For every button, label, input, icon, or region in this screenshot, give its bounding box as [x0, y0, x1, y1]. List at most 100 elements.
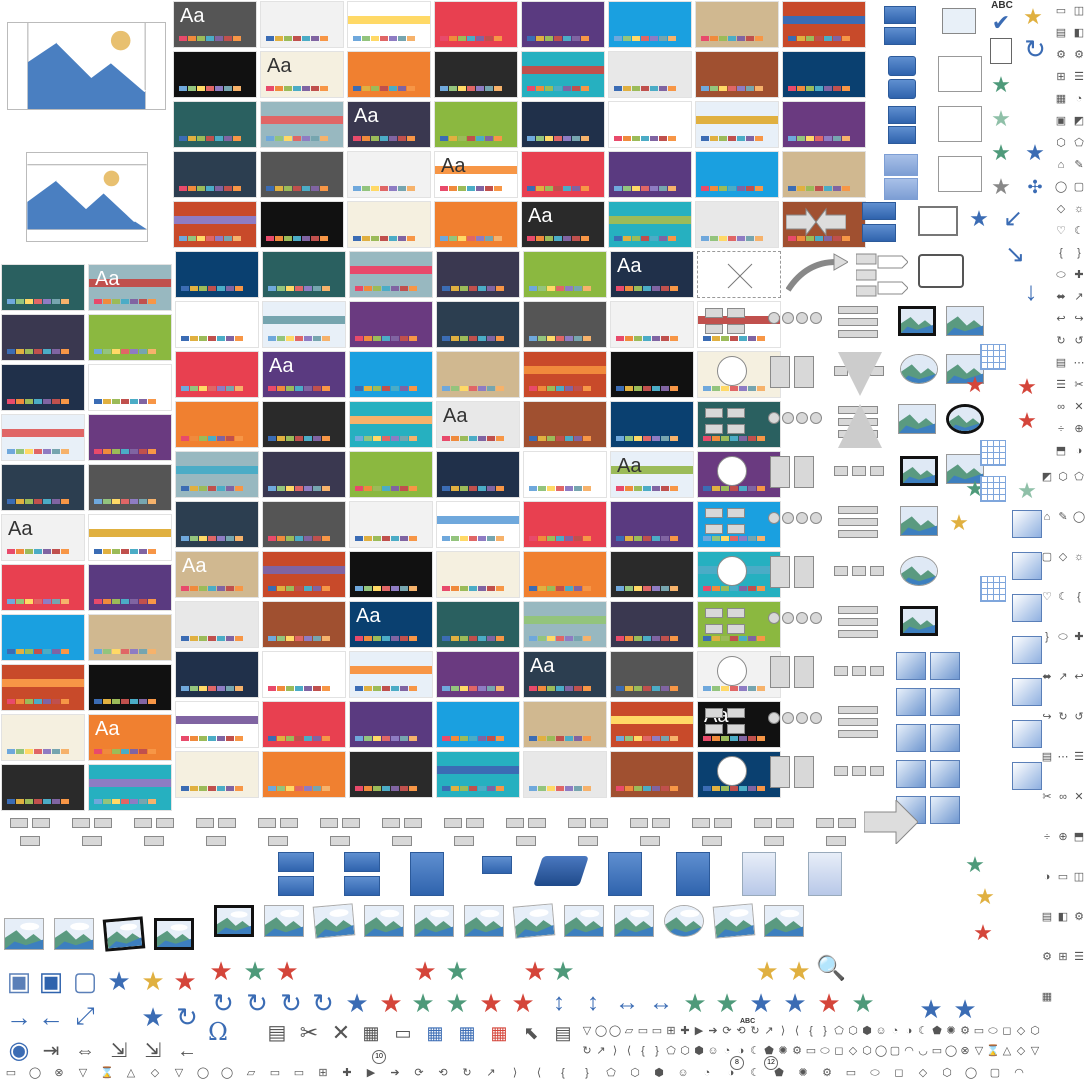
- theme-thumbnail[interactable]: [175, 501, 259, 548]
- theme-thumbnail[interactable]: [262, 251, 346, 298]
- theme-thumbnail[interactable]: [521, 101, 605, 148]
- theme-thumbnail[interactable]: Aa: [88, 264, 172, 311]
- theme-thumbnail[interactable]: [262, 601, 346, 648]
- theme-thumbnail[interactable]: [88, 764, 172, 811]
- theme-thumbnail[interactable]: [175, 451, 259, 498]
- theme-thumbnail[interactable]: [347, 201, 431, 248]
- theme-thumbnail[interactable]: Aa: [175, 551, 259, 598]
- picture-style-thumbnail[interactable]: [102, 916, 146, 952]
- theme-thumbnail[interactable]: [88, 564, 172, 611]
- theme-thumbnail[interactable]: [521, 151, 605, 198]
- theme-thumbnail[interactable]: [610, 351, 694, 398]
- theme-thumbnail[interactable]: Aa: [88, 714, 172, 761]
- theme-thumbnail[interactable]: [1, 414, 85, 461]
- theme-thumbnail[interactable]: [349, 751, 433, 798]
- picture-style-thumbnail[interactable]: [900, 556, 938, 586]
- theme-thumbnail[interactable]: [608, 51, 692, 98]
- theme-thumbnail[interactable]: [175, 251, 259, 298]
- picture-style-thumbnail[interactable]: [946, 306, 984, 336]
- picture-style-thumbnail[interactable]: [900, 606, 938, 636]
- theme-thumbnail[interactable]: [695, 1, 779, 48]
- theme-thumbnail[interactable]: [523, 501, 607, 548]
- theme-thumbnail[interactable]: [1, 614, 85, 661]
- picture-style-thumbnail[interactable]: [414, 905, 454, 937]
- theme-thumbnail[interactable]: [349, 251, 433, 298]
- theme-thumbnail[interactable]: [610, 401, 694, 448]
- theme-thumbnail[interactable]: Aa: [260, 51, 344, 98]
- theme-thumbnail[interactable]: [610, 551, 694, 598]
- theme-thumbnail[interactable]: [88, 514, 172, 561]
- picture-style-thumbnail[interactable]: [512, 903, 556, 939]
- theme-thumbnail[interactable]: [523, 351, 607, 398]
- theme-thumbnail[interactable]: [175, 751, 259, 798]
- theme-thumbnail[interactable]: [173, 51, 257, 98]
- picture-style-thumbnail[interactable]: [764, 905, 804, 937]
- theme-thumbnail[interactable]: [173, 151, 257, 198]
- theme-thumbnail[interactable]: [349, 701, 433, 748]
- picture-style-thumbnail[interactable]: [900, 354, 938, 384]
- theme-thumbnail[interactable]: [523, 251, 607, 298]
- theme-thumbnail[interactable]: [436, 751, 520, 798]
- theme-thumbnail[interactable]: [1, 364, 85, 411]
- theme-thumbnail[interactable]: [88, 614, 172, 661]
- theme-thumbnail[interactable]: [349, 501, 433, 548]
- picture-style-thumbnail[interactable]: [312, 903, 356, 939]
- theme-thumbnail[interactable]: Aa: [523, 651, 607, 698]
- theme-thumbnail[interactable]: [434, 201, 518, 248]
- theme-thumbnail[interactable]: [349, 351, 433, 398]
- theme-thumbnail[interactable]: [88, 664, 172, 711]
- theme-thumbnail[interactable]: Aa: [173, 1, 257, 48]
- theme-thumbnail[interactable]: [436, 251, 520, 298]
- picture-style-thumbnail[interactable]: [614, 905, 654, 937]
- theme-thumbnail[interactable]: [1, 314, 85, 361]
- theme-thumbnail[interactable]: [436, 601, 520, 648]
- theme-thumbnail[interactable]: [349, 551, 433, 598]
- theme-thumbnail[interactable]: [260, 1, 344, 48]
- theme-thumbnail[interactable]: [436, 501, 520, 548]
- theme-thumbnail[interactable]: [782, 101, 866, 148]
- theme-thumbnail[interactable]: [175, 701, 259, 748]
- theme-thumbnail[interactable]: Aa: [434, 151, 518, 198]
- picture-placeholder-large[interactable]: [7, 22, 166, 110]
- theme-thumbnail[interactable]: [695, 51, 779, 98]
- theme-thumbnail[interactable]: [782, 151, 866, 198]
- theme-thumbnail[interactable]: [436, 701, 520, 748]
- theme-thumbnail[interactable]: [349, 651, 433, 698]
- theme-thumbnail[interactable]: Aa: [436, 401, 520, 448]
- theme-thumbnail[interactable]: Aa: [521, 201, 605, 248]
- theme-thumbnail[interactable]: [347, 1, 431, 48]
- theme-thumbnail[interactable]: [523, 451, 607, 498]
- theme-thumbnail[interactable]: [347, 151, 431, 198]
- theme-thumbnail[interactable]: [608, 151, 692, 198]
- theme-thumbnail[interactable]: [521, 1, 605, 48]
- picture-style-thumbnail[interactable]: [4, 918, 44, 950]
- theme-thumbnail[interactable]: [434, 101, 518, 148]
- theme-thumbnail[interactable]: Aa: [610, 451, 694, 498]
- picture-style-thumbnail[interactable]: [464, 905, 504, 937]
- picture-style-thumbnail[interactable]: [214, 905, 254, 937]
- picture-style-thumbnail[interactable]: [364, 905, 404, 937]
- theme-thumbnail[interactable]: [262, 501, 346, 548]
- theme-thumbnail[interactable]: [695, 151, 779, 198]
- theme-thumbnail[interactable]: [173, 101, 257, 148]
- picture-style-thumbnail[interactable]: [946, 354, 984, 384]
- picture-style-thumbnail[interactable]: [946, 454, 984, 484]
- theme-thumbnail[interactable]: [521, 51, 605, 98]
- theme-thumbnail[interactable]: [608, 101, 692, 148]
- theme-thumbnail[interactable]: Aa: [1, 514, 85, 561]
- theme-thumbnail[interactable]: [695, 201, 779, 248]
- theme-thumbnail[interactable]: [610, 501, 694, 548]
- theme-thumbnail[interactable]: [523, 551, 607, 598]
- theme-thumbnail[interactable]: [523, 301, 607, 348]
- picture-style-thumbnail[interactable]: [900, 506, 938, 536]
- picture-style-thumbnail[interactable]: [54, 918, 94, 950]
- theme-thumbnail[interactable]: [262, 451, 346, 498]
- theme-thumbnail[interactable]: [262, 701, 346, 748]
- picture-style-thumbnail[interactable]: [898, 306, 936, 336]
- theme-thumbnail[interactable]: [175, 351, 259, 398]
- theme-thumbnail[interactable]: [88, 364, 172, 411]
- picture-style-thumbnail[interactable]: [900, 456, 938, 486]
- theme-thumbnail[interactable]: [1, 664, 85, 711]
- theme-thumbnail[interactable]: [608, 201, 692, 248]
- theme-thumbnail[interactable]: [175, 401, 259, 448]
